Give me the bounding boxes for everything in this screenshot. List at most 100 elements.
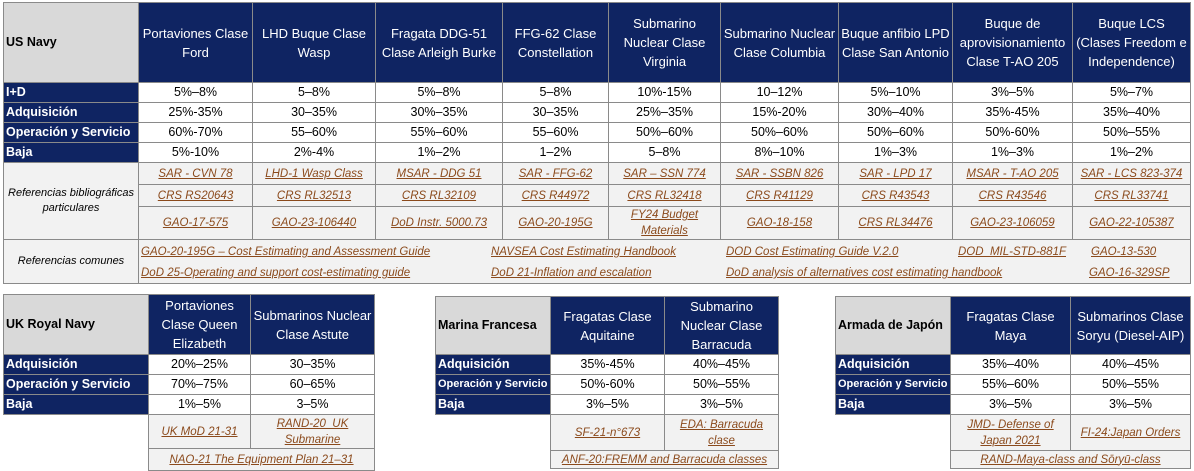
value-cell: 50%–60% (608, 122, 721, 143)
value-cell: 10–12% (720, 82, 839, 103)
value-cell: 50%–60% (720, 122, 839, 143)
reference-link[interactable]: RAND-Maya-class and Sōryū-class (980, 453, 1161, 466)
value-cell: 3%–5% (1070, 394, 1191, 415)
column-header: Buque de aprovisionamiento Clase T-AO 20… (952, 2, 1073, 83)
reference-cell: EDA: Barracuda clase (664, 414, 779, 451)
reference-link[interactable]: CRS R43546 (978, 189, 1047, 202)
row-label: Operación y Servicio (3, 374, 149, 395)
reference-link[interactable]: GAO-23-106440 (271, 217, 357, 229)
reference-cell: SAR - LCS 823-374 (1072, 162, 1191, 185)
reference-link[interactable]: DoD Instr. 5000.73 (390, 217, 488, 229)
column-header: Portaviones Clase Ford (138, 2, 253, 83)
reference-cell: UK MoD 21-31 (148, 414, 251, 449)
header-row: Marina Francesa Fragatas Clase Aquitaine S… (435, 296, 779, 355)
value-cell: 35%-45% (952, 102, 1073, 123)
data-row: Operación y Servicio 60%-70% 55–60% 55%–60%… (3, 122, 1191, 143)
value-cell: 1–2% (502, 142, 609, 163)
reference-link[interactable]: CRS RL32513 (276, 189, 352, 202)
reference-cell: CRS R43546 (952, 184, 1073, 207)
reference-link[interactable]: GAO-16-329SP (1089, 267, 1170, 279)
value-cell: 1%–3% (952, 142, 1073, 163)
reference-cell: GAO-20-195G (502, 206, 609, 240)
reference-link[interactable]: MSAR - DDG 51 (396, 167, 482, 180)
column-header: LHD Buque Clase Wasp (252, 2, 376, 83)
value-cell: 50%–55% (1070, 374, 1191, 395)
blank-cell (436, 451, 551, 469)
data-row: Adquisición 20%–25% 30–35% (3, 354, 375, 375)
reference-link[interactable]: DoD 25-Operating and support cost-estima… (141, 267, 411, 279)
reference-link[interactable]: SAR - LCS 823-374 (1080, 167, 1183, 180)
reference-link[interactable]: UK MoD 21-31 (161, 425, 238, 438)
reference-cell: GAO-17-575 (138, 206, 253, 240)
reference-link[interactable]: GAO-20-195G (518, 217, 593, 229)
reference-cell: FY24 Budget Materials (608, 206, 721, 240)
data-row: Adquisición 25%-35% 30–35% 30%–35% 30–35% 25%… (3, 102, 1191, 123)
value-cell: 35%–40% (1072, 102, 1191, 123)
reference-link[interactable]: GAO-23-106059 (970, 217, 1055, 229)
value-cell: 5%–8% (375, 82, 503, 103)
reference-link[interactable]: SF-21-n°673 (574, 426, 641, 439)
reference-link[interactable]: DoD 21-Inflation and escalation (491, 267, 652, 279)
reference-link[interactable]: SAR – SSN 774 (623, 167, 706, 180)
blank-cell (4, 415, 149, 449)
reference-link[interactable]: DoD analysis of alternatives cost estima… (726, 267, 1003, 279)
reference-link[interactable]: CRS R44972 (521, 189, 590, 202)
reference-link[interactable]: DOD Cost Estimating Guide V.2.0 (726, 246, 899, 258)
value-cell: 30%–35% (375, 102, 503, 123)
value-cell: 3%–5% (664, 394, 779, 415)
reference-link[interactable]: CRS RL34476 (858, 217, 933, 229)
row-label: I+D (3, 82, 139, 103)
reference-link[interactable]: NAVSEA Cost Estimating Handbook (491, 246, 676, 258)
reference-link[interactable]: SAR - CVN 78 (158, 167, 233, 180)
value-cell: 40%–45% (1070, 354, 1191, 375)
reference-link[interactable]: FY24 Budget Materials (630, 209, 699, 237)
reference-link[interactable]: NAO-21 The Equipment Plan 21–31 (169, 453, 354, 466)
value-cell: 15%-20% (720, 102, 839, 123)
reference-link[interactable]: DOD_MIL-STD-881F (958, 246, 1066, 258)
reference-link[interactable]: CRS RL32109 (401, 189, 477, 202)
reference-link[interactable]: RAND-20_UK Submarine (276, 417, 349, 446)
reference-link[interactable]: GAO-22-105387 (1089, 217, 1174, 229)
value-cell: 50%-60% (952, 122, 1073, 143)
column-header: Submarino Nuclear Clase Virginia (608, 2, 721, 83)
reference-cell: SAR - CVN 78 (138, 162, 253, 185)
reference-link[interactable]: GAO-17-575 (162, 217, 229, 229)
data-row: Operación y Servicio 70%–75% 60–65% (3, 374, 375, 395)
reference-link[interactable]: CRS RL33741 (1094, 189, 1169, 202)
reference-link[interactable]: CRS RL32418 (627, 189, 702, 202)
reference-link[interactable]: ANF-20:FREMM and Barracuda classes (561, 453, 768, 466)
row-label: Baja (3, 394, 149, 415)
value-cell: 55%–60% (375, 122, 503, 143)
reference-link[interactable]: LHD-1 Wasp Class (265, 167, 363, 180)
corner-label: Marina Francesa (435, 296, 551, 355)
reference-link[interactable]: SAR - LPD 17 (859, 167, 932, 180)
corner-label: UK Royal Navy (3, 294, 149, 355)
value-cell: 8%–10% (720, 142, 839, 163)
reference-link[interactable]: CRS RS20643 (157, 189, 234, 202)
reference-link[interactable]: MSAR - T-AO 205 (966, 167, 1059, 180)
reference-link[interactable]: JMD- Defense of Japan 2021 (967, 418, 1054, 447)
reference-cell: DoD Instr. 5000.73 (375, 206, 503, 240)
value-cell: 30–35% (250, 354, 375, 375)
value-cell: 5%–8% (138, 82, 253, 103)
reference-link[interactable]: GAO-20-195G – Cost Estimating and Assess… (141, 246, 431, 258)
blank-cell (436, 415, 551, 451)
reference-link[interactable]: EDA: Barracuda clase (679, 418, 764, 447)
uk-royal-navy-table: UK Royal Navy Portaviones Clase Queen Eli… (3, 294, 375, 471)
reference-link[interactable]: FI-24:Japan Orders (1080, 426, 1181, 439)
reference-link[interactable]: GAO-13-530 (1091, 246, 1157, 258)
reference-link[interactable]: CRS R43543 (861, 189, 930, 202)
value-cell: 30%–40% (838, 102, 953, 123)
reference-cell: GAO-23-106440 (252, 206, 376, 240)
value-cell: 55–60% (502, 122, 609, 143)
reference-link[interactable]: SAR - SSBN 826 (735, 167, 824, 180)
value-cell: 35%-45% (550, 354, 665, 375)
reference-link[interactable]: SAR - FFG-62 (518, 167, 593, 180)
reference-row: SF-21-n°673 EDA: Barracuda clase (436, 414, 779, 451)
value-cell: 3%–5% (950, 394, 1071, 415)
reference-link[interactable]: CRS R41129 (746, 189, 813, 202)
header-row: UK Royal Navy Portaviones Clase Queen Eli… (3, 294, 375, 355)
row-label: Baja (835, 394, 951, 415)
row-label: Operación y Servicio (3, 122, 139, 143)
reference-link[interactable]: GAO-18-158 (746, 217, 813, 229)
